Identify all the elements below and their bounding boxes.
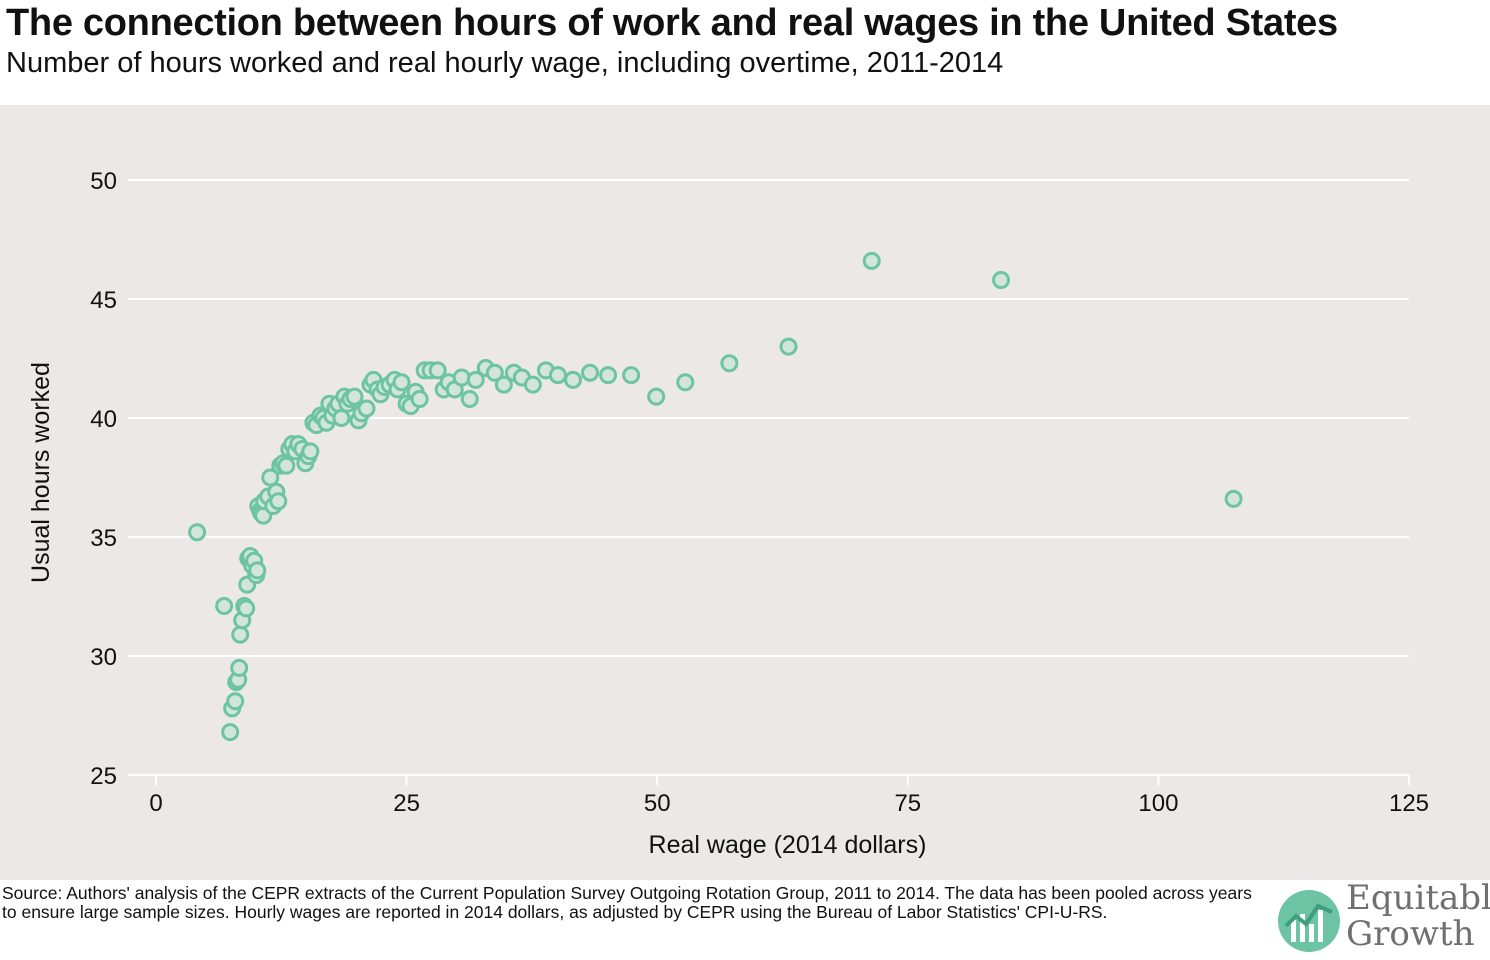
data-point bbox=[392, 373, 411, 392]
data-points bbox=[188, 251, 1243, 742]
source-note: Source: Authors' analysis of the CEPR ex… bbox=[2, 883, 1252, 922]
data-point bbox=[357, 399, 376, 418]
data-point bbox=[720, 354, 739, 373]
logo-line-2: Growth bbox=[1346, 914, 1475, 954]
data-point bbox=[221, 723, 240, 742]
y-tick-label: 30 bbox=[90, 644, 117, 671]
y-tick-label: 50 bbox=[90, 168, 117, 195]
logo-mark-icon bbox=[1278, 890, 1340, 952]
data-point bbox=[345, 387, 364, 406]
data-point bbox=[581, 363, 600, 382]
data-point bbox=[231, 625, 250, 644]
x-axis-title: Real wage (2014 dollars) bbox=[649, 831, 927, 859]
scatter-plot: 0 25 50 75 100 125 25 30 35 40 45 50 Real wage (20… bbox=[27, 168, 1429, 859]
data-point bbox=[599, 366, 618, 385]
data-point bbox=[676, 373, 695, 392]
x-axis-ticks: 0 25 50 75 100 125 bbox=[149, 775, 1429, 817]
data-point bbox=[248, 561, 267, 580]
data-point bbox=[452, 368, 471, 387]
data-point bbox=[301, 442, 320, 461]
x-tick-label: 100 bbox=[1138, 790, 1178, 817]
data-point bbox=[230, 658, 249, 677]
y-axis-ticks: 25 30 35 40 45 50 bbox=[90, 168, 117, 790]
data-point bbox=[460, 389, 479, 408]
x-tick-label: 50 bbox=[644, 790, 671, 817]
data-point bbox=[237, 599, 256, 618]
data-point bbox=[215, 597, 234, 616]
data-point bbox=[269, 492, 288, 511]
data-point bbox=[992, 270, 1011, 289]
data-point bbox=[563, 370, 582, 389]
data-point bbox=[494, 375, 513, 394]
gridlines bbox=[128, 179, 1409, 776]
data-point bbox=[226, 692, 245, 711]
y-tick-label: 25 bbox=[90, 763, 117, 790]
y-axis-title: Usual hours worked bbox=[27, 362, 55, 583]
chart-subtitle: Number of hours worked and real hourly w… bbox=[6, 47, 1004, 79]
data-point bbox=[277, 456, 296, 475]
data-point bbox=[410, 389, 429, 408]
data-point bbox=[523, 375, 542, 394]
data-point bbox=[779, 337, 798, 356]
chart-title: The connection between hours of work and… bbox=[6, 2, 1338, 44]
y-tick-label: 45 bbox=[90, 287, 117, 314]
data-point bbox=[622, 366, 641, 385]
data-point bbox=[862, 251, 881, 270]
y-tick-label: 35 bbox=[90, 525, 117, 552]
data-point bbox=[647, 387, 666, 406]
data-point bbox=[485, 363, 504, 382]
x-tick-label: 75 bbox=[894, 790, 921, 817]
data-point bbox=[332, 409, 351, 427]
plot-panel: 0 25 50 75 100 125 25 30 35 40 45 50 Real wage (20… bbox=[0, 105, 1490, 880]
logo-line-1: Equitable bbox=[1346, 878, 1490, 918]
data-point bbox=[466, 370, 485, 389]
equitable-growth-logo: Equitable Growth bbox=[1278, 880, 1490, 958]
y-tick-label: 40 bbox=[90, 406, 117, 433]
data-point bbox=[188, 523, 207, 542]
x-tick-label: 25 bbox=[393, 790, 420, 817]
data-point bbox=[261, 468, 280, 487]
x-tick-label: 0 bbox=[149, 790, 162, 817]
logo-text: Equitable Growth bbox=[1346, 880, 1490, 952]
data-point bbox=[428, 361, 447, 380]
data-point bbox=[548, 366, 567, 385]
data-point bbox=[1224, 489, 1243, 508]
x-tick-label: 125 bbox=[1389, 790, 1429, 817]
